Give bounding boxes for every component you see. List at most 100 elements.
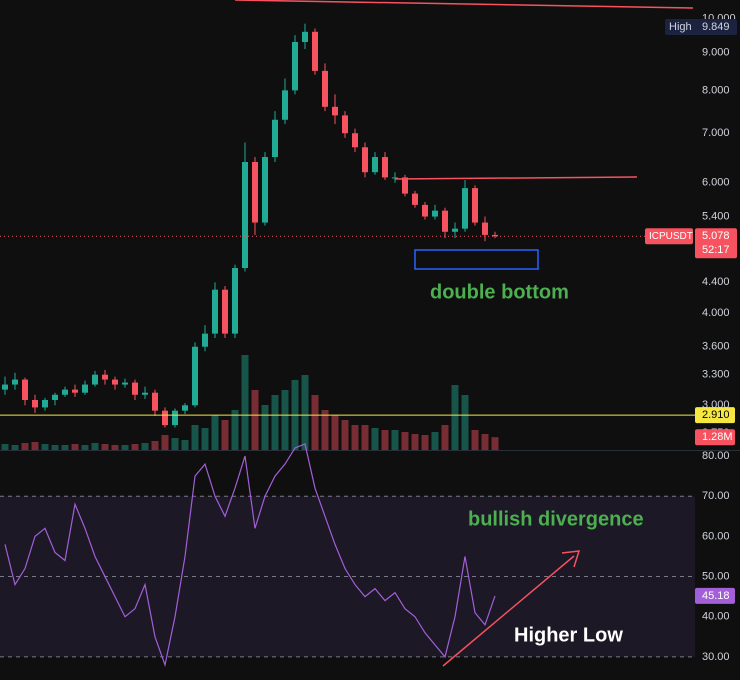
marks	[0, 23, 695, 668]
axis: 10.0009.0008.0007.0006.0005.4004.4004.00…	[645, 13, 737, 663]
y-tick-label: 4.400	[702, 276, 730, 288]
candle-body	[292, 42, 298, 91]
candle-body	[42, 399, 48, 408]
price-badge	[695, 228, 737, 259]
volume-badge	[695, 429, 735, 446]
candle-body	[272, 119, 278, 158]
volume-bar	[301, 375, 309, 450]
candle-body	[462, 188, 468, 229]
y-tick-label: 40.00	[702, 611, 730, 623]
volume-bar	[111, 445, 119, 450]
candle-body	[432, 210, 438, 217]
volume-bar	[401, 432, 409, 450]
candle-body	[72, 389, 78, 393]
candle-body	[152, 392, 158, 411]
volume-bar	[451, 385, 459, 450]
volume-bar	[351, 425, 359, 450]
high-value: 9.849	[702, 21, 730, 33]
symbol-badge	[645, 228, 693, 245]
high-label: High	[669, 21, 692, 33]
candle-body	[82, 384, 88, 393]
y-tick-label: 60.00	[702, 530, 730, 542]
candle-body	[32, 399, 38, 408]
volume-bar	[91, 443, 99, 450]
candle-body	[362, 147, 368, 173]
volume-bar	[431, 432, 439, 450]
volume-bar	[71, 444, 79, 450]
volume-bar	[181, 440, 189, 450]
candle-body	[172, 410, 178, 426]
level-badge	[695, 407, 735, 424]
candle-body	[62, 389, 68, 395]
candle-body	[122, 382, 128, 385]
candle-body	[222, 289, 228, 334]
countdown-label: 52:17	[702, 244, 730, 256]
candle-body	[132, 382, 138, 395]
rsi-line	[4, 443, 496, 668]
volume-bar	[121, 445, 129, 450]
volume-bar	[321, 410, 329, 450]
volume-bar	[221, 420, 229, 450]
volume-label: 1.28M	[702, 431, 733, 443]
volume-bar	[31, 442, 39, 450]
volume-bar	[441, 425, 449, 450]
volume-bar	[311, 395, 319, 450]
y-tick-label: 9.000	[702, 46, 730, 58]
candle-body	[2, 384, 8, 390]
price-label: 5.078	[702, 230, 730, 242]
volume-bar	[411, 434, 419, 450]
annotation: Higher Low	[514, 624, 623, 646]
arrow-head	[561, 550, 581, 568]
candle-body	[102, 374, 108, 380]
divergence-arrow	[442, 555, 575, 667]
candle-body	[402, 177, 408, 194]
volume-bar	[191, 425, 199, 450]
candle-body	[492, 234, 498, 237]
candle-body	[312, 31, 318, 71]
volume-bar	[211, 415, 219, 450]
candle-body	[12, 379, 18, 385]
volume-bar	[161, 435, 169, 450]
candle-body	[262, 157, 268, 223]
candle-body	[342, 115, 348, 134]
volume-bar	[241, 355, 249, 450]
volume-bar	[341, 420, 349, 450]
candle-body	[112, 379, 118, 385]
volume-bar	[231, 410, 239, 450]
y-tick-label: 4.000	[702, 307, 730, 319]
y-tick-label: 8.000	[702, 84, 730, 96]
candle-body	[352, 133, 358, 148]
volume-bar	[201, 428, 209, 450]
double-bottom-box	[414, 249, 539, 270]
volume-bar	[391, 430, 399, 450]
candle-body	[372, 157, 378, 173]
volume-bar	[261, 405, 269, 450]
symbol-label: ICPUSDT	[649, 231, 693, 242]
rsi-value: 45.18	[702, 590, 730, 602]
candle-body	[472, 188, 478, 223]
candle-body	[392, 177, 398, 179]
candle-body	[22, 379, 28, 400]
y-tick-label: 3.600	[702, 341, 730, 353]
rsi-badge	[695, 587, 735, 604]
candle-body	[202, 333, 208, 347]
candle-body	[182, 405, 188, 411]
candle-body	[322, 70, 328, 107]
volume-bar	[11, 445, 19, 450]
candle-body	[252, 162, 258, 223]
volume-bar	[251, 390, 259, 450]
y-tick-label: 5.400	[702, 210, 730, 222]
volume-bar	[381, 430, 389, 450]
candle-body	[282, 90, 288, 120]
y-tick-label: 70.00	[702, 490, 730, 502]
candle-body	[162, 410, 168, 426]
volume-bar	[131, 444, 139, 450]
volume-bar	[271, 395, 279, 450]
annotation: bullish divergence	[468, 508, 644, 530]
y-tick-label: 6.000	[702, 177, 730, 189]
high-badge	[665, 19, 737, 35]
candle-body	[482, 222, 488, 235]
